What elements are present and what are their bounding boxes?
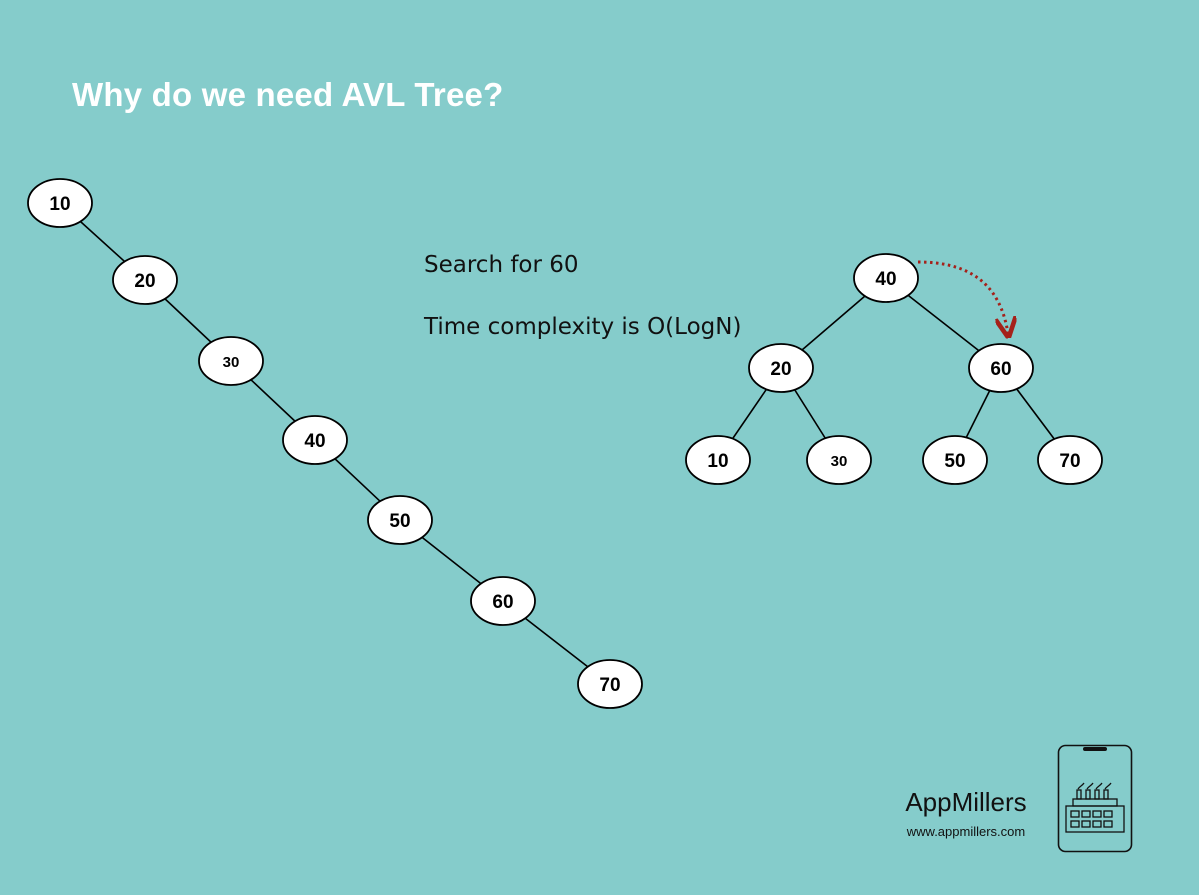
balanced-node-50: 50: [922, 435, 988, 485]
brand-url: www.appmillers.com: [906, 824, 1026, 839]
search-path-arrow: [917, 260, 1008, 334]
skewed-node-50: 50: [367, 495, 433, 545]
balanced-node-50-label: 50: [944, 451, 965, 472]
complexity-note: Time complexity is O(LogN): [424, 314, 742, 340]
balanced-node-20: 20: [748, 343, 814, 393]
balanced-node-40: 40: [853, 253, 919, 303]
brand-block: AppMillers www.appmillers.com: [892, 787, 1040, 839]
skewed-node-60: 60: [470, 576, 536, 626]
skewed-node-70: 70: [577, 659, 643, 709]
skewed-node-70-label: 70: [599, 675, 620, 696]
skewed-node-60-label: 60: [492, 592, 513, 613]
balanced-node-60: 60: [968, 343, 1034, 393]
skewed-node-30: 30: [198, 336, 264, 386]
balanced-node-70-label: 70: [1059, 451, 1080, 472]
balanced-tree: 40 20 60 10 30 50 70: [685, 253, 1103, 485]
search-note: Search for 60: [424, 252, 579, 278]
balanced-node-10-label: 10: [707, 451, 728, 472]
skewed-node-30-label: 30: [223, 354, 240, 371]
balanced-node-20-label: 20: [770, 359, 791, 380]
balanced-node-40-label: 40: [875, 269, 896, 290]
skewed-node-20-label: 20: [134, 271, 155, 292]
skewed-node-10: 10: [27, 178, 93, 228]
brand-name: AppMillers: [905, 787, 1027, 817]
balanced-node-60-label: 60: [990, 359, 1011, 380]
balanced-node-10: 10: [685, 435, 751, 485]
skewed-node-40: 40: [282, 415, 348, 465]
factory-in-phone-icon: [1057, 744, 1133, 853]
balanced-node-70: 70: [1037, 435, 1103, 485]
balanced-node-30: 30: [806, 435, 872, 485]
skewed-node-20: 20: [112, 255, 178, 305]
skewed-node-10-label: 10: [49, 194, 70, 215]
skewed-tree: 10 20 30 40 50 60 70: [27, 178, 643, 709]
skewed-node-50-label: 50: [389, 511, 410, 532]
slide-title: Why do we need AVL Tree?: [72, 76, 504, 113]
skewed-node-40-label: 40: [304, 431, 325, 452]
balanced-node-30-label: 30: [831, 453, 848, 470]
